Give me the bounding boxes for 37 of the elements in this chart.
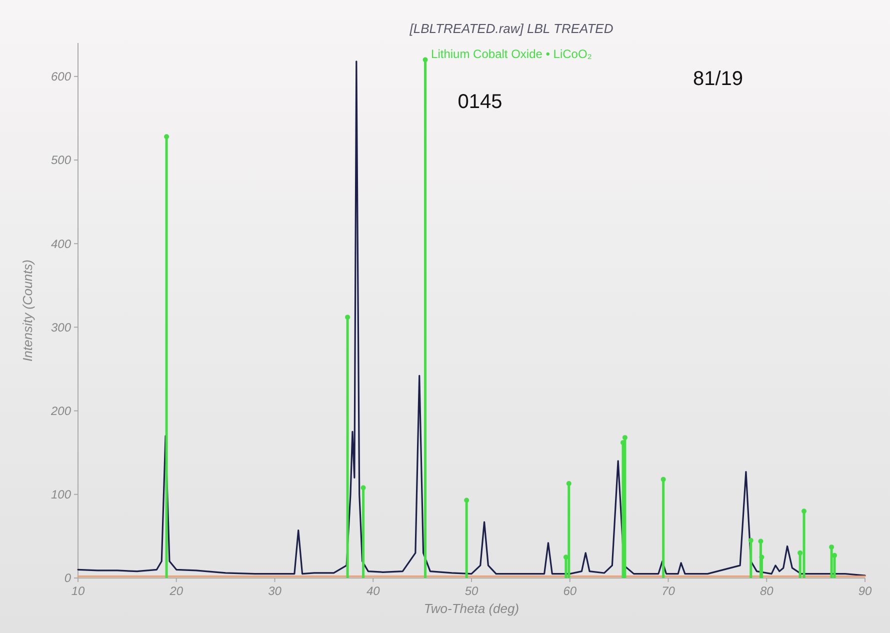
point [622, 435, 628, 440]
annotation: 81/19 [692, 68, 744, 90]
y-tick-label: 200 [50, 404, 72, 418]
x-tick-label: 60 [563, 584, 577, 598]
y-tick-label: 400 [50, 236, 72, 251]
point [164, 134, 170, 140]
point [748, 538, 754, 543]
x-tick-label: 80 [760, 584, 774, 598]
point [660, 476, 666, 482]
point [360, 485, 366, 490]
point [832, 552, 838, 558]
x-tick-label: 10 [71, 584, 85, 598]
y-tick-label: 0 [64, 571, 72, 586]
point [829, 544, 834, 550]
point [345, 314, 350, 320]
x-tick-label: 40 [366, 584, 380, 598]
point [759, 554, 764, 560]
y-tick-label: 500 [50, 153, 72, 168]
point [798, 550, 803, 556]
point [422, 57, 428, 62]
x-tick-label: 50 [464, 584, 478, 598]
x-tick-label: 20 [168, 584, 184, 598]
point [566, 481, 572, 486]
point [802, 508, 807, 514]
x-axis-title: Two-Theta (deg) [424, 601, 520, 616]
series-label: Lithium Cobalt Oxide • LiCoO₂ [431, 47, 592, 61]
x-tick-label: 90 [858, 584, 872, 598]
point [758, 538, 764, 544]
chart-title: [LBLTREATED.raw] LBL TREATED [408, 21, 614, 36]
annotation: 0145 [458, 91, 502, 113]
y-tick-label: 300 [50, 320, 72, 334]
x-tick-label: 30 [268, 584, 282, 598]
point [464, 498, 470, 503]
x-tick-label: 70 [662, 584, 676, 598]
y-tick-label: 100 [50, 488, 72, 502]
y-axis-title: Intensity (Counts) [20, 260, 35, 362]
y-tick-label: 600 [50, 70, 72, 84]
